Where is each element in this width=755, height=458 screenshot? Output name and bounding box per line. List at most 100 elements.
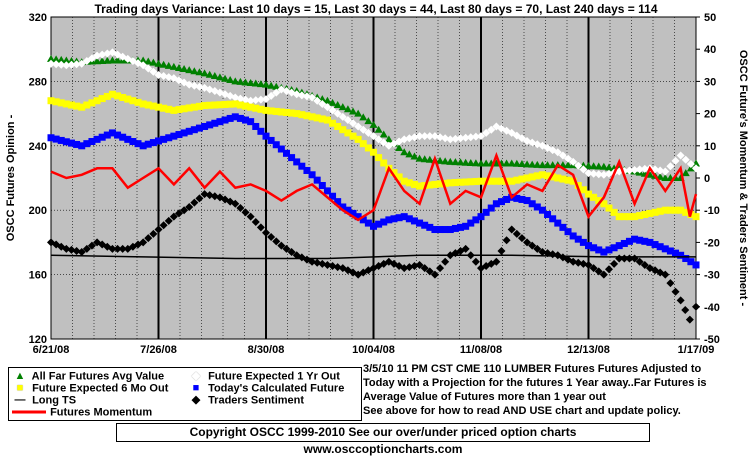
data-point: [154, 70, 163, 79]
y-tick-right: 30: [704, 76, 716, 88]
data-point: [154, 225, 163, 234]
y-tick-right: -30: [704, 270, 720, 282]
data-point: [631, 235, 639, 243]
data-point: [379, 130, 388, 138]
data-point: [681, 169, 690, 177]
data-point: [103, 49, 112, 58]
data-point: [123, 244, 132, 253]
data-point: [108, 90, 116, 98]
data-point: [195, 194, 204, 203]
data-point: [236, 77, 245, 85]
data-point: [231, 199, 240, 208]
data-point: [67, 139, 75, 147]
data-point: [405, 179, 413, 187]
data-point: [446, 226, 454, 234]
data-point: [656, 243, 664, 251]
data-point: [262, 228, 270, 237]
data-point: [457, 223, 465, 231]
data-point: [425, 155, 434, 163]
data-point: [410, 180, 418, 188]
data-point: [513, 176, 521, 184]
data-point: [471, 132, 480, 141]
data-point: [124, 135, 132, 143]
data-point: [426, 223, 434, 231]
data-point: [420, 155, 429, 163]
data-point: [533, 160, 542, 168]
data-point: [190, 126, 198, 134]
data-point: [589, 162, 598, 170]
x-tick-label: 11/08/08: [460, 344, 502, 356]
data-point: [195, 124, 203, 132]
data-point: [625, 213, 633, 221]
data-point: [338, 112, 347, 121]
data-point: [313, 258, 322, 267]
data-point: [441, 179, 449, 187]
data-point: [169, 62, 178, 70]
data-point: [533, 203, 541, 211]
data-point: [113, 56, 122, 64]
data-point: [144, 64, 153, 73]
data-point: [400, 177, 408, 185]
data-point: [359, 140, 367, 148]
y-tick-right: 10: [704, 141, 716, 153]
data-point: [175, 106, 183, 114]
data-point: [52, 55, 61, 63]
y-tick-left: 280: [29, 76, 47, 88]
data-point: [78, 103, 86, 111]
data-point: [77, 248, 86, 257]
data-point: [651, 208, 659, 216]
data-point: [594, 170, 603, 179]
data-point: [174, 63, 183, 71]
data-point: [364, 219, 372, 227]
data-point: [605, 246, 613, 254]
data-point: [666, 279, 675, 288]
data-point: [308, 257, 317, 266]
data-point: [415, 154, 424, 162]
data-point: [559, 175, 567, 183]
data-point: [370, 222, 377, 230]
data-point: [585, 242, 592, 250]
data-point: [185, 80, 194, 89]
data-point: [610, 259, 619, 268]
data-point: [436, 180, 444, 188]
data-point: [390, 169, 398, 177]
data-point: [251, 96, 260, 105]
data-point: [631, 213, 639, 221]
series-3: [47, 113, 700, 269]
y-tick-left: 200: [29, 205, 47, 217]
data-point: [231, 77, 240, 85]
data-point: [518, 195, 526, 203]
data-point: [405, 263, 414, 272]
data-point: [262, 95, 270, 104]
data-point: [579, 186, 587, 194]
data-point: [431, 226, 439, 234]
data-point: [159, 60, 168, 68]
data-point: [594, 162, 603, 170]
data-point: [293, 110, 301, 118]
y-tick-left: 160: [29, 270, 47, 282]
data-point: [354, 213, 362, 221]
data-point: [149, 102, 157, 110]
y-tick-right: -40: [704, 302, 720, 314]
data-point: [369, 120, 378, 128]
data-point: [446, 157, 455, 165]
data-point: [98, 50, 107, 59]
data-point: [682, 208, 690, 216]
data-point: [354, 135, 362, 143]
data-point: [595, 246, 603, 254]
data-point: [262, 106, 270, 114]
data-point: [461, 158, 470, 166]
data-point: [190, 81, 199, 90]
data-point: [308, 171, 316, 179]
data-point: [256, 223, 265, 232]
data-point: [461, 244, 470, 253]
data-point: [538, 248, 547, 257]
data-point: [180, 65, 189, 73]
data-point: [641, 210, 649, 218]
note-line-2: Today with a Projection for the futures …: [363, 377, 707, 389]
data-point: [451, 134, 460, 143]
data-point: [482, 208, 490, 216]
data-point: [318, 99, 327, 108]
data-point: [124, 95, 132, 103]
data-point: [190, 103, 198, 111]
